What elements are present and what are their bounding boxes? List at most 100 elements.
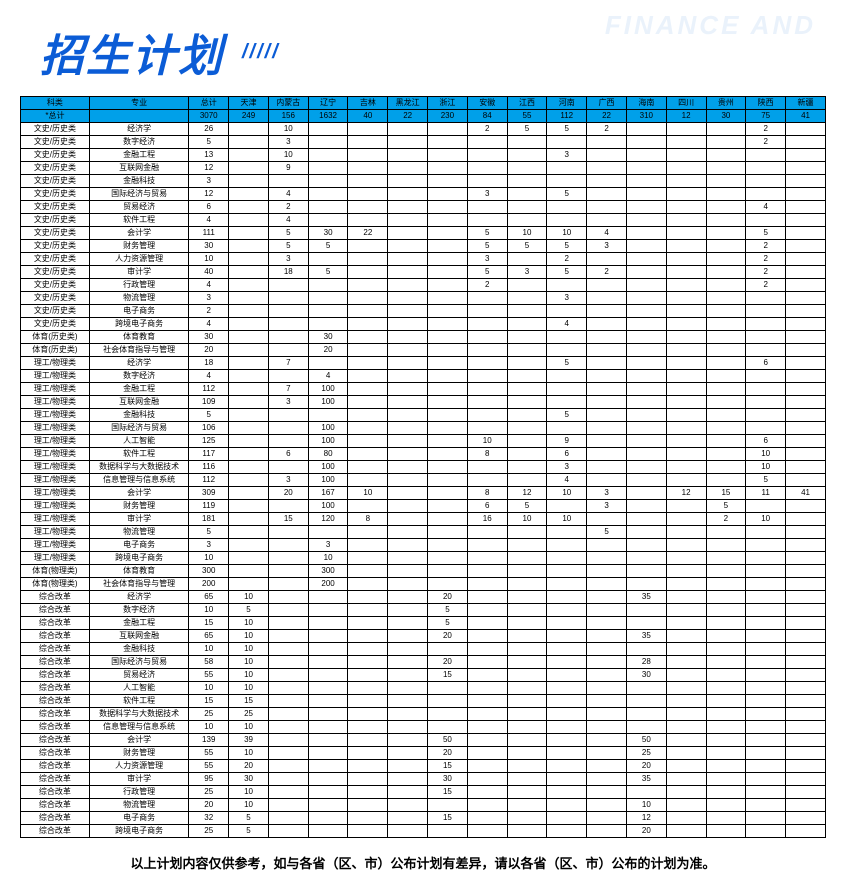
total-row: *总计3070249156163240222308455112223101230…: [21, 110, 826, 123]
table-cell: [348, 721, 388, 734]
table-cell: [268, 591, 308, 604]
table-cell: [467, 695, 507, 708]
table-row: 综合改革物流管理201010: [21, 799, 826, 812]
table-cell: [587, 318, 627, 331]
table-cell: [626, 617, 666, 630]
table-cell: 20: [626, 825, 666, 838]
table-cell: 5: [268, 227, 308, 240]
table-cell: [229, 526, 269, 539]
table-cell: [268, 422, 308, 435]
table-cell: 8: [348, 513, 388, 526]
table-cell: 15: [428, 669, 468, 682]
table-cell: [268, 175, 308, 188]
table-cell: 11: [746, 487, 786, 500]
table-cell: 2: [746, 136, 786, 149]
table-cell: 15: [428, 786, 468, 799]
table-cell: [626, 123, 666, 136]
table-cell: 32: [189, 812, 229, 825]
col-header: 广西: [587, 97, 627, 110]
table-cell: [706, 162, 746, 175]
table-cell: 30: [626, 669, 666, 682]
col-header: 陕西: [746, 97, 786, 110]
table-cell: [507, 760, 547, 773]
table-cell: [308, 591, 348, 604]
table-cell: [626, 188, 666, 201]
table-cell: [388, 201, 428, 214]
table-cell: [348, 682, 388, 695]
table-cell: [626, 344, 666, 357]
table-cell: [587, 357, 627, 370]
table-cell: [229, 435, 269, 448]
table-cell: [666, 526, 706, 539]
table-cell: [706, 448, 746, 461]
table-cell: [706, 825, 746, 838]
table-cell: [348, 617, 388, 630]
table-cell: [666, 799, 706, 812]
table-cell: [308, 669, 348, 682]
table-cell: 12: [507, 487, 547, 500]
table-cell: [467, 760, 507, 773]
table-cell: 财务管理: [89, 500, 188, 513]
table-cell: 综合改革: [21, 617, 90, 630]
table-cell: [666, 656, 706, 669]
table-cell: [507, 708, 547, 721]
table-cell: 行政管理: [89, 786, 188, 799]
table-cell: [746, 344, 786, 357]
table-cell: 10: [507, 513, 547, 526]
table-row: 理工/物理类物流管理55: [21, 526, 826, 539]
table-cell: [666, 734, 706, 747]
table-cell: [308, 604, 348, 617]
table-cell: 5: [706, 500, 746, 513]
col-header: 总计: [189, 97, 229, 110]
table-cell: [786, 149, 826, 162]
table-cell: [229, 500, 269, 513]
table-cell: [587, 604, 627, 617]
table-cell: [547, 630, 587, 643]
table-cell: [467, 292, 507, 305]
table-cell: [706, 305, 746, 318]
table-cell: [467, 812, 507, 825]
table-cell: 3: [587, 487, 627, 500]
table-cell: [666, 370, 706, 383]
table-cell: [348, 578, 388, 591]
table-cell: [388, 539, 428, 552]
table-cell: 15: [428, 812, 468, 825]
table-cell: [388, 292, 428, 305]
table-cell: 20: [428, 630, 468, 643]
table-cell: [388, 773, 428, 786]
table-cell: [786, 773, 826, 786]
table-cell: [786, 227, 826, 240]
table-cell: [388, 188, 428, 201]
table-cell: 体育(物理类): [21, 565, 90, 578]
table-cell: 3: [467, 188, 507, 201]
table-cell: [229, 292, 269, 305]
table-cell: [467, 578, 507, 591]
table-cell: [746, 331, 786, 344]
table-cell: [786, 565, 826, 578]
table-cell: 120: [308, 513, 348, 526]
table-cell: 41: [786, 487, 826, 500]
table-cell: [507, 539, 547, 552]
table-cell: [229, 474, 269, 487]
table-cell: [467, 214, 507, 227]
table-cell: [706, 409, 746, 422]
table-cell: 综合改革: [21, 734, 90, 747]
table-cell: [587, 669, 627, 682]
table-cell: 综合改革: [21, 643, 90, 656]
table-cell: [308, 292, 348, 305]
table-cell: [666, 214, 706, 227]
table-row: 理工/物理类国际经济与贸易106100: [21, 422, 826, 435]
table-cell: 2: [268, 201, 308, 214]
table-cell: 理工/物理类: [21, 370, 90, 383]
table-cell: 软件工程: [89, 214, 188, 227]
table-cell: [786, 279, 826, 292]
table-cell: [467, 201, 507, 214]
table-cell: [626, 292, 666, 305]
total-cell: 1632: [308, 110, 348, 123]
table-cell: [348, 240, 388, 253]
table-cell: [388, 747, 428, 760]
table-cell: [467, 526, 507, 539]
table-cell: [428, 396, 468, 409]
table-cell: [666, 383, 706, 396]
table-cell: 数字经济: [89, 136, 188, 149]
